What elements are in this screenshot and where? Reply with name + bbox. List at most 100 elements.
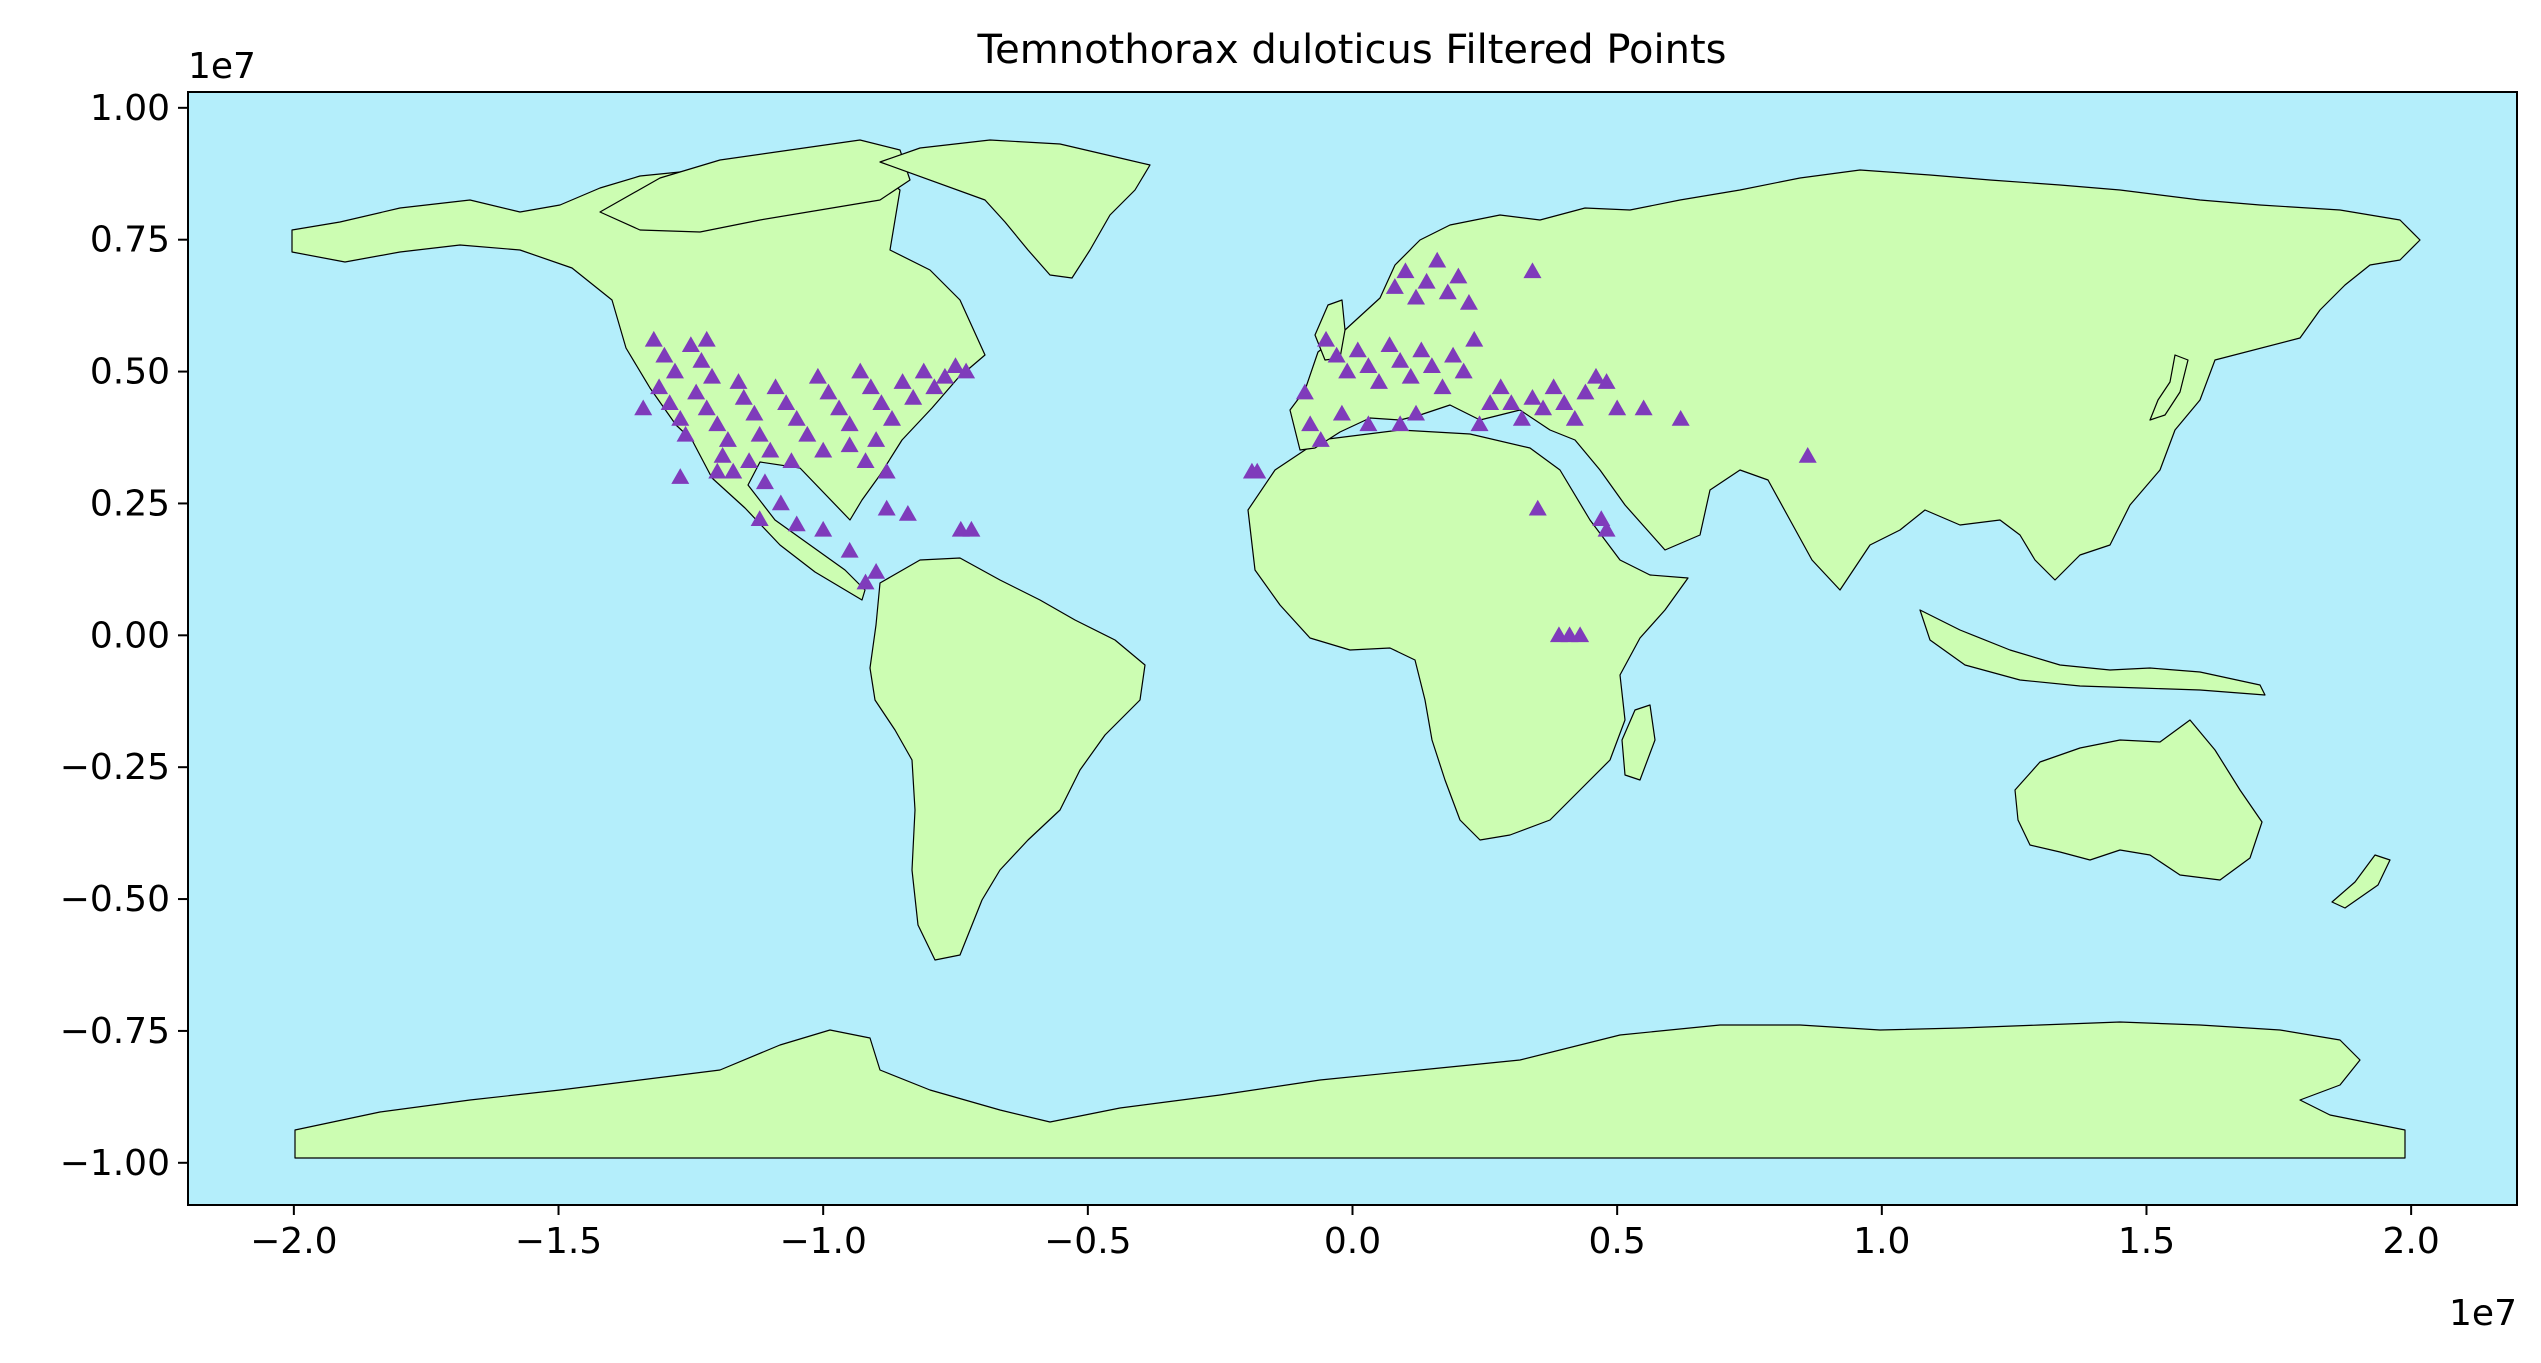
occurrence-marker — [1586, 367, 1605, 384]
occurrence-marker — [1407, 404, 1426, 421]
land-australia — [2014, 719, 2263, 881]
occurrence-marker — [777, 394, 796, 410]
occurrence-marker — [1422, 357, 1441, 374]
occurrence-marker — [898, 504, 917, 521]
occurrence-marker — [703, 367, 722, 384]
occurrence-marker — [697, 399, 716, 416]
occurrence-marker — [1242, 462, 1261, 479]
occurrence-marker — [1798, 446, 1817, 463]
occurrence-marker — [724, 462, 743, 479]
x-tick-label: −1.5 — [515, 1221, 602, 1262]
occurrence-marker — [1571, 626, 1590, 643]
occurrence-marker — [882, 410, 901, 426]
occurrence-marker — [1417, 272, 1436, 289]
occurrence-marker — [1433, 378, 1452, 395]
occurrence-marker — [692, 352, 711, 368]
y-tick-label: −0.25 — [60, 747, 170, 788]
occurrence-marker — [877, 462, 896, 479]
occurrence-marker — [893, 373, 912, 389]
y-tick-label: 0.00 — [90, 615, 170, 656]
occurrence-marker — [1491, 378, 1510, 395]
occurrence-marker — [1481, 394, 1500, 410]
y-tick-label: −0.75 — [60, 1011, 170, 1052]
occurrence-marker — [787, 515, 806, 532]
x-axis: −2.0 −1.5 −1.0 −0.5 0.0 0.5 1.0 1.5 2.0 — [250, 1205, 2440, 1262]
occurrence-marker — [1359, 415, 1378, 432]
occurrence-marker — [1391, 415, 1410, 432]
occurrence-marker — [676, 425, 695, 442]
occurrence-marker — [856, 452, 875, 468]
occurrence-marker — [1407, 288, 1426, 305]
occurrence-marker — [1470, 415, 1489, 432]
occurrence-marker — [867, 563, 886, 579]
x-tick-label: −1.0 — [779, 1221, 866, 1262]
occurrence-marker — [766, 378, 785, 395]
y-tick-label: −0.50 — [60, 879, 170, 920]
x-tick-label: −0.5 — [1044, 1221, 1131, 1262]
occurrence-marker — [655, 346, 674, 363]
plot-area — [188, 92, 2517, 1205]
occurrence-marker — [1502, 394, 1521, 410]
occurrence-marker — [840, 436, 859, 453]
occurrence-marker — [904, 388, 923, 405]
occurrence-marker — [872, 394, 891, 410]
occurrence-marker — [946, 357, 965, 374]
occurrence-marker — [830, 399, 849, 416]
occurrence-marker — [808, 367, 827, 384]
occurrence-marker — [1359, 357, 1378, 374]
occurrence-marker — [697, 330, 716, 347]
occurrence-marker — [1454, 362, 1473, 379]
occurrence-marker — [798, 425, 817, 442]
occurrence-marker — [1597, 520, 1616, 537]
occurrence-marker — [1465, 330, 1484, 347]
occurrence-marker — [1512, 410, 1531, 426]
occurrence-marker — [745, 404, 764, 421]
land-japan — [2149, 354, 2189, 421]
occurrence-marker — [1459, 293, 1478, 310]
occurrence-marker — [1528, 499, 1547, 516]
occurrence-marker — [1369, 373, 1388, 389]
x-tick-label: 0.5 — [1589, 1221, 1646, 1262]
y-tick-label: −1.00 — [60, 1143, 170, 1184]
land-canadian-arctic — [599, 139, 911, 233]
occurrence-marker — [1523, 388, 1542, 405]
occurrence-marker — [1444, 346, 1463, 363]
occurrence-marker — [708, 415, 727, 432]
occurrence-marker — [1428, 251, 1447, 268]
occurrence-marker — [840, 415, 859, 432]
occurrence-marker — [708, 462, 727, 479]
occurrence-marker — [814, 441, 833, 458]
occurrence-marker — [687, 383, 706, 400]
occurrence-marker — [951, 520, 970, 537]
occurrence-marker — [1597, 373, 1616, 389]
occurrence-marker — [1295, 383, 1314, 400]
occurrence-marker — [1565, 410, 1584, 426]
x-tick-label: 1.5 — [2118, 1221, 2175, 1262]
occurrence-marker — [861, 378, 880, 395]
land-antarctica — [294, 1021, 2406, 1159]
occurrence-marker — [1671, 410, 1690, 426]
occurrence-marker — [761, 441, 780, 458]
occurrence-marker — [665, 362, 684, 379]
occurrence-marker — [650, 378, 669, 395]
y-tick-label: 1.00 — [90, 88, 170, 129]
occurrence-marker — [840, 541, 859, 558]
occurrence-marker — [1338, 362, 1357, 379]
occurrence-marker — [750, 510, 769, 527]
occurrence-marker — [1327, 346, 1346, 363]
occurrence-marker — [1348, 341, 1367, 358]
occurrence-marker — [771, 494, 790, 511]
occurrence-marker — [671, 410, 690, 426]
land-south-america — [869, 557, 1146, 961]
occurrence-marker — [819, 383, 838, 400]
occurrence-marker — [729, 373, 748, 389]
land-greenland — [879, 139, 1151, 279]
occurrence-marker — [1449, 267, 1468, 284]
occurrence-marker — [1380, 336, 1399, 352]
occurrence-marker — [1608, 399, 1627, 416]
occurrence-marker — [1385, 278, 1404, 294]
occurrence-marker — [1317, 330, 1336, 347]
land-new-zealand — [2331, 854, 2391, 909]
occurrence-marker — [914, 362, 933, 379]
